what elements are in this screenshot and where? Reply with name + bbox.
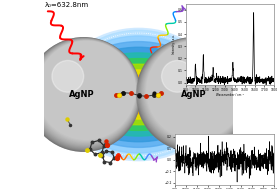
- Circle shape: [140, 39, 248, 147]
- Circle shape: [37, 41, 136, 140]
- Circle shape: [33, 40, 138, 145]
- Circle shape: [141, 40, 248, 146]
- X-axis label: Wavenumber / cm⁻¹: Wavenumber / cm⁻¹: [216, 93, 244, 97]
- Circle shape: [30, 39, 139, 148]
- Circle shape: [143, 40, 247, 144]
- Circle shape: [146, 41, 245, 140]
- Circle shape: [161, 60, 193, 92]
- Ellipse shape: [61, 30, 216, 159]
- Circle shape: [29, 39, 139, 149]
- Circle shape: [147, 41, 245, 139]
- Circle shape: [139, 39, 248, 148]
- Circle shape: [138, 39, 249, 149]
- Circle shape: [37, 41, 135, 139]
- Circle shape: [137, 38, 250, 151]
- Ellipse shape: [65, 42, 212, 147]
- Ellipse shape: [129, 89, 148, 100]
- Circle shape: [32, 40, 138, 146]
- Circle shape: [27, 38, 140, 151]
- Ellipse shape: [67, 47, 210, 142]
- Ellipse shape: [72, 64, 205, 125]
- Ellipse shape: [78, 81, 199, 108]
- Ellipse shape: [63, 36, 214, 153]
- Circle shape: [52, 60, 84, 92]
- Circle shape: [137, 38, 250, 151]
- Circle shape: [144, 40, 246, 143]
- Ellipse shape: [74, 70, 203, 119]
- Text: AgNP: AgNP: [69, 90, 95, 99]
- Circle shape: [35, 40, 137, 143]
- Circle shape: [145, 41, 246, 141]
- Ellipse shape: [70, 59, 207, 130]
- Y-axis label: Intensity / a.u.: Intensity / a.u.: [172, 35, 176, 54]
- Circle shape: [34, 40, 137, 144]
- Circle shape: [27, 38, 140, 151]
- Circle shape: [35, 41, 136, 141]
- Text: AgNP: AgNP: [181, 90, 206, 99]
- Circle shape: [31, 39, 138, 147]
- Text: λ₀=632.8nm: λ₀=632.8nm: [45, 2, 89, 8]
- Ellipse shape: [58, 28, 219, 161]
- Ellipse shape: [76, 76, 201, 113]
- Ellipse shape: [69, 53, 208, 136]
- Ellipse shape: [80, 86, 197, 103]
- Circle shape: [28, 38, 140, 150]
- Circle shape: [138, 38, 250, 150]
- Circle shape: [142, 40, 247, 145]
